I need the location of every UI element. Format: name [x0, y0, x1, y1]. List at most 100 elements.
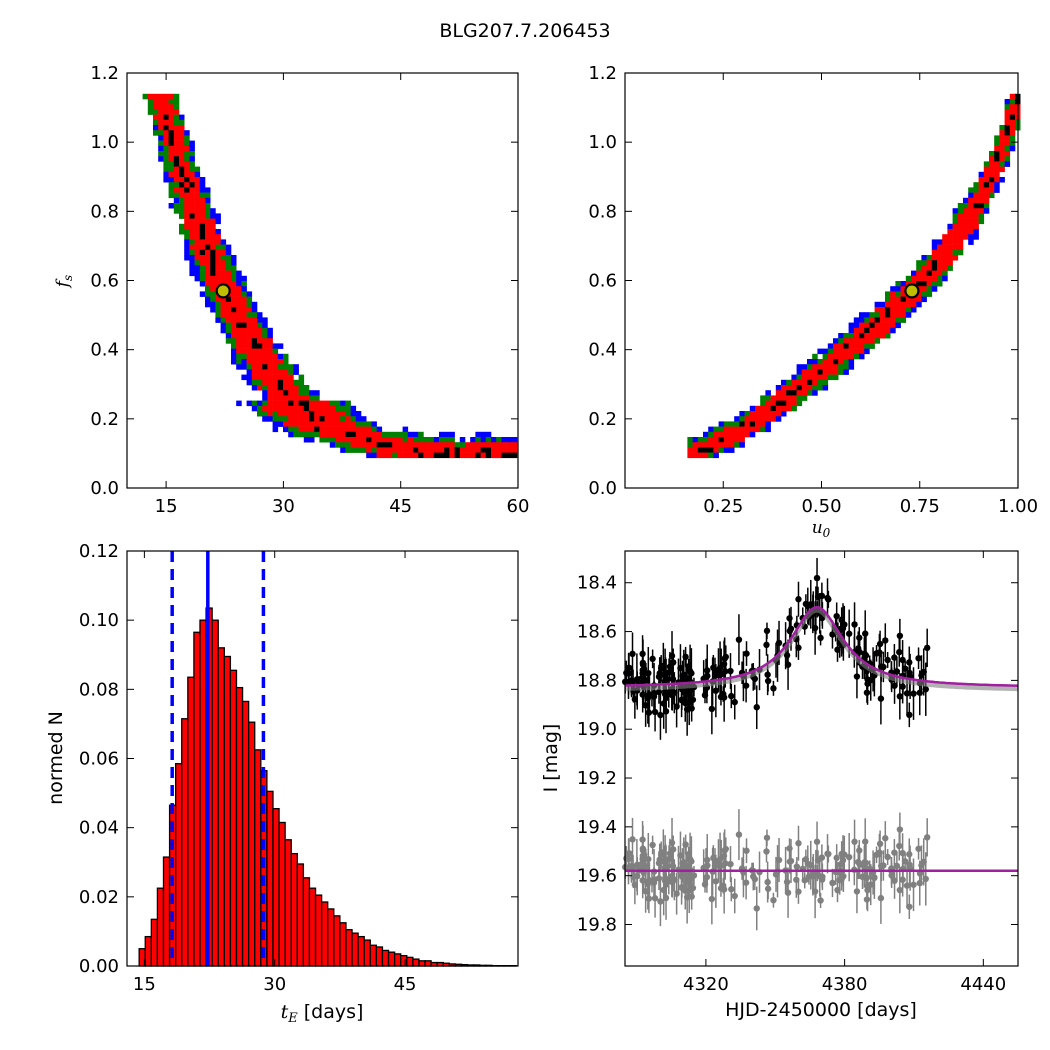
density-cell	[179, 213, 185, 219]
y-tick-label: 0.04	[79, 818, 119, 839]
residual-point	[837, 861, 844, 868]
density-cell	[485, 452, 492, 459]
density-cell	[697, 437, 704, 443]
density-cell	[179, 187, 185, 193]
density-cell	[179, 166, 185, 173]
density-cell	[272, 374, 279, 381]
density-cell	[340, 442, 346, 448]
density-cell	[189, 187, 195, 193]
histogram-bar	[296, 863, 305, 967]
density-cell	[1009, 114, 1016, 121]
density-cell	[277, 353, 284, 360]
density-cell	[905, 312, 912, 318]
density-cell	[879, 307, 886, 313]
density-cell	[874, 322, 881, 329]
density-cell	[283, 379, 289, 386]
axes-frame	[624, 72, 1019, 489]
density-cell	[983, 192, 990, 199]
data-point	[764, 677, 772, 685]
density-cell	[205, 223, 211, 230]
histogram-bar	[339, 922, 347, 967]
data-point	[642, 702, 649, 709]
density-cell	[926, 275, 933, 282]
density-cell	[168, 156, 175, 162]
density-cell	[723, 437, 730, 443]
density-cell	[262, 405, 268, 412]
density-cell	[158, 109, 164, 115]
density-cell	[801, 369, 808, 375]
density-cell	[749, 411, 756, 417]
density-cell	[381, 442, 388, 448]
fs-vs-te-density-cells	[142, 93, 518, 459]
residual-point	[896, 842, 903, 850]
density-cell	[225, 317, 232, 323]
y-tick-label: 19.6	[577, 866, 617, 887]
density-cell	[225, 244, 232, 251]
histogram-bar	[418, 960, 426, 967]
density-cell	[189, 203, 195, 209]
density-cell	[916, 291, 922, 297]
density-cell	[999, 130, 1005, 136]
density-cell	[319, 431, 325, 438]
histogram-bar	[229, 669, 238, 967]
density-cell	[324, 411, 331, 417]
density-cell	[947, 239, 953, 245]
density-cell	[874, 327, 881, 334]
density-cell	[246, 400, 253, 407]
y-tick-label: 18.8	[577, 670, 617, 691]
density-cell	[911, 275, 917, 282]
density-cell	[480, 431, 487, 438]
density-cell	[329, 416, 336, 422]
density-cell	[283, 390, 289, 396]
density-cell	[859, 322, 865, 329]
density-cell	[329, 405, 336, 412]
data-point	[735, 636, 743, 643]
density-cell	[163, 119, 169, 126]
density-cell	[309, 426, 315, 433]
density-cell	[335, 421, 341, 427]
density-cell	[796, 374, 803, 381]
density-cell	[345, 405, 351, 412]
histogram-bar	[193, 631, 201, 967]
density-cell	[470, 437, 476, 443]
density-cell	[387, 452, 393, 459]
histogram-bar	[375, 946, 384, 967]
density-cell	[288, 385, 294, 391]
density-cell	[215, 296, 221, 303]
density-cell	[833, 348, 839, 355]
density-cell	[267, 364, 273, 370]
density-cell	[812, 353, 818, 360]
density-cell	[931, 249, 938, 256]
density-cell	[942, 249, 948, 256]
density-cell	[340, 426, 346, 433]
density-cell	[314, 426, 320, 433]
density-cell	[158, 140, 164, 147]
density-cell	[241, 296, 247, 303]
density-cell	[973, 213, 979, 219]
density-cell	[734, 421, 740, 427]
density-cell	[288, 405, 294, 412]
density-cell	[994, 166, 1000, 173]
histogram-bar	[290, 852, 298, 967]
density-cell	[869, 312, 875, 318]
density-cell	[905, 296, 912, 303]
density-cell	[257, 353, 263, 360]
density-cell	[796, 364, 803, 370]
lightcurve-model	[624, 605, 1019, 873]
density-cell	[168, 151, 175, 157]
density-cell	[319, 437, 325, 443]
density-cell	[335, 431, 341, 438]
density-cell	[153, 99, 159, 105]
residual-point	[742, 879, 750, 886]
density-cell	[163, 99, 169, 105]
density-cell	[885, 327, 891, 334]
density-cell	[765, 426, 771, 433]
density-cell	[251, 322, 258, 329]
density-cell	[236, 317, 242, 323]
density-cell	[262, 338, 268, 344]
density-cell	[158, 156, 164, 162]
density-cell	[257, 400, 263, 407]
data-point	[770, 685, 777, 692]
density-cell	[184, 192, 190, 199]
